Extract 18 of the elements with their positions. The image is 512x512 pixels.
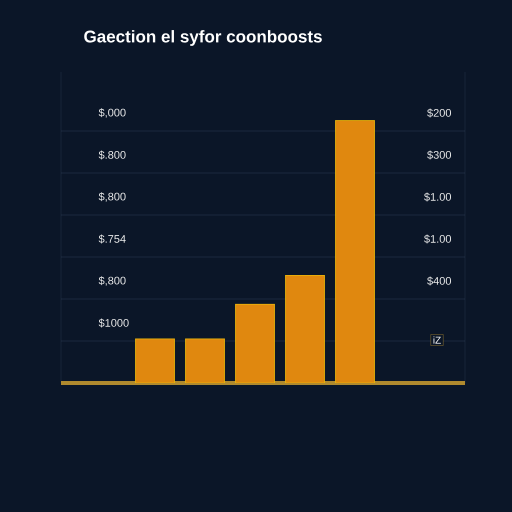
bar: [185, 338, 225, 383]
text: iZ: [434, 336, 441, 344]
text: $1.00: [424, 234, 452, 244]
text: $,000: [98, 108, 126, 118]
text: $,800: [98, 276, 126, 286]
text: $1000: [98, 318, 129, 328]
bar: [335, 120, 375, 383]
text: $,800: [98, 192, 126, 202]
bar: [235, 304, 275, 383]
text: $400: [427, 276, 452, 286]
text: $.800: [98, 150, 126, 160]
text: $1.00: [424, 192, 452, 202]
text: $.754: [98, 234, 126, 244]
text: $300: [427, 150, 452, 160]
text: $200: [427, 108, 452, 118]
bar: [135, 338, 175, 383]
chart-title: Gaection el syfor coonboosts: [84, 30, 322, 46]
bar: [285, 274, 325, 383]
